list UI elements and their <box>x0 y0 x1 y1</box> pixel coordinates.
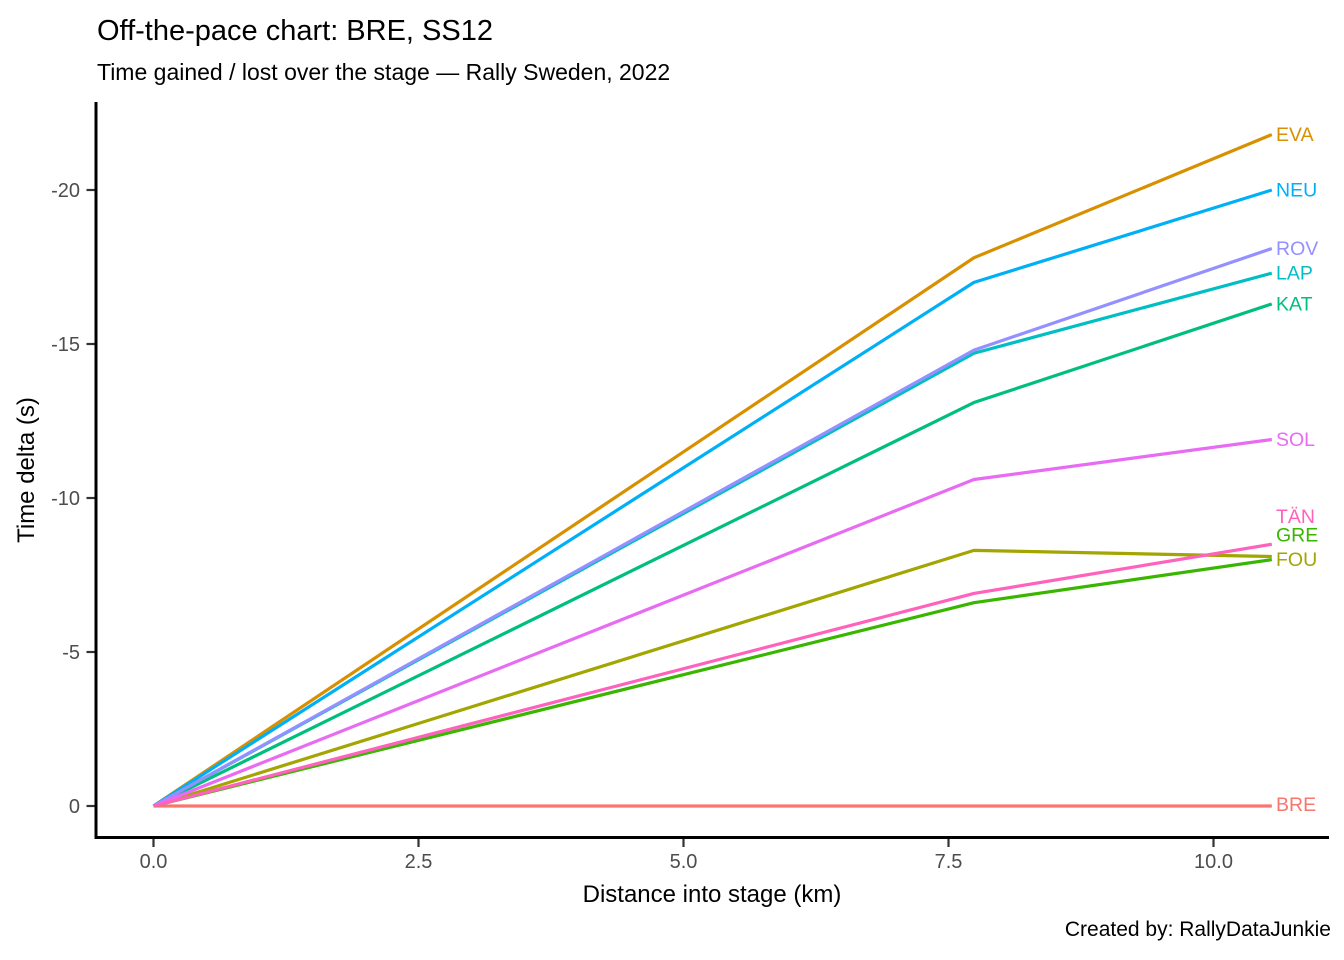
y-tick-label: -10 <box>51 488 80 510</box>
chart-caption: Created by: RallyDataJunkie <box>1065 918 1331 941</box>
series-label-NEU: NEU <box>1276 180 1317 202</box>
x-tick-label: 5.0 <box>670 851 698 873</box>
series-line-KAT <box>152 302 1273 808</box>
y-tick-label: -20 <box>51 180 80 202</box>
series-line-FOU <box>153 548 1272 808</box>
x-tick-label: 2.5 <box>405 851 433 873</box>
x-tick-label: 7.5 <box>935 851 963 873</box>
series-label-TÄN: TÄN <box>1276 506 1315 528</box>
series-labels: BRE EVA FOU GRE KAT LAP NEU ROV SOL TÄN <box>1276 124 1318 816</box>
series-line-GRE <box>153 558 1273 808</box>
series-line-LAP <box>152 271 1273 808</box>
series-line-ROV <box>152 247 1273 808</box>
series-label-EVA: EVA <box>1276 124 1314 146</box>
series-lines <box>152 133 1273 808</box>
x-tick-label: 0.0 <box>140 851 168 873</box>
series-label-BRE: BRE <box>1276 794 1316 816</box>
chart-subtitle: Time gained / lost over the stage — Rall… <box>97 59 670 85</box>
y-axis-title: Time delta (s) <box>13 397 40 543</box>
series-line-NEU <box>152 188 1273 808</box>
x-tick-label: 10.0 <box>1194 851 1233 873</box>
series-label-SOL: SOL <box>1276 429 1315 451</box>
series-line-SOL <box>152 437 1273 808</box>
y-tick-label: -15 <box>51 334 80 356</box>
x-axis-title: Distance into stage (km) <box>583 881 842 908</box>
axes: 0.0 2.5 5.0 7.5 10.0 0 -5 -10 -15 -20 <box>51 102 1329 873</box>
series-label-FOU: FOU <box>1276 549 1317 571</box>
chart-title: Off-the-pace chart: BRE, SS12 <box>97 15 493 47</box>
series-label-ROV: ROV <box>1276 238 1318 260</box>
series-label-GRE: GRE <box>1276 524 1318 546</box>
series-line-EVA <box>152 133 1273 808</box>
series-label-LAP: LAP <box>1276 263 1313 285</box>
y-tick-label: 0 <box>69 796 80 818</box>
series-label-KAT: KAT <box>1276 293 1313 315</box>
series-line-TÄN <box>153 542 1273 808</box>
y-tick-label: -5 <box>62 642 80 664</box>
